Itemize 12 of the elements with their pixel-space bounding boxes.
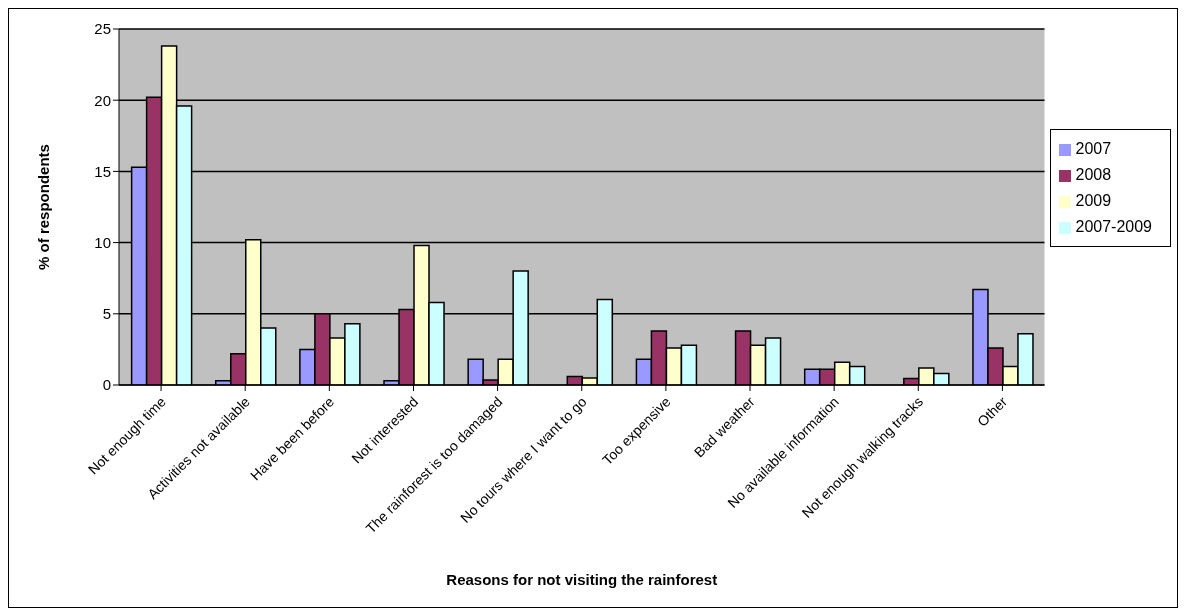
- y-tick-label: 25: [94, 20, 111, 38]
- y-tick-label: 15: [94, 162, 111, 180]
- legend-label: 2008: [1075, 166, 1112, 183]
- legend-label: 2007: [1075, 140, 1112, 157]
- legend-label: 2007-2009: [1075, 218, 1152, 235]
- legend-label: 2009: [1075, 192, 1112, 209]
- y-tick-label: 0: [102, 376, 111, 394]
- y-tick-label: 20: [94, 91, 111, 109]
- x-axis-title: Reasons for not visiting the rainforest: [446, 571, 718, 588]
- y-axis-title: % of respondents: [35, 144, 53, 270]
- y-tick-label: 5: [102, 305, 111, 323]
- y-tick-label: 10: [94, 233, 111, 251]
